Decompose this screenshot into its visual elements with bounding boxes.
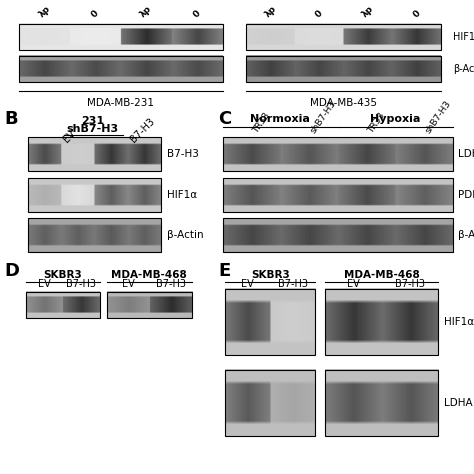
Text: MDA-MB-231: MDA-MB-231 bbox=[87, 98, 155, 108]
Bar bbox=[107, 292, 192, 318]
Bar bbox=[26, 292, 100, 318]
Text: HIF1α: HIF1α bbox=[167, 190, 197, 200]
Text: B7-H3: B7-H3 bbox=[66, 279, 96, 289]
Text: SKBR3: SKBR3 bbox=[44, 270, 82, 280]
Text: shB7-H3: shB7-H3 bbox=[309, 99, 338, 135]
Text: 0: 0 bbox=[411, 8, 422, 19]
Text: λp: λp bbox=[263, 4, 278, 19]
Bar bbox=[225, 289, 315, 355]
Text: EV: EV bbox=[122, 279, 134, 289]
Bar bbox=[325, 289, 438, 355]
Bar bbox=[28, 218, 161, 252]
Text: LDHA: LDHA bbox=[458, 149, 474, 159]
Bar bbox=[325, 370, 438, 436]
Text: shB7-H3: shB7-H3 bbox=[424, 99, 453, 135]
Text: λp: λp bbox=[360, 4, 375, 19]
Text: TR33: TR33 bbox=[366, 111, 387, 135]
Text: HIF1α: HIF1α bbox=[453, 32, 474, 42]
Text: 0: 0 bbox=[192, 8, 203, 19]
Bar bbox=[246, 24, 441, 50]
Text: 231: 231 bbox=[81, 116, 104, 126]
Text: SKBR3: SKBR3 bbox=[251, 270, 290, 280]
Text: λp: λp bbox=[139, 4, 154, 19]
Text: B7-H3: B7-H3 bbox=[128, 116, 156, 145]
Bar bbox=[246, 56, 441, 82]
Text: PDK1: PDK1 bbox=[458, 190, 474, 200]
Text: MDA-MB-468: MDA-MB-468 bbox=[344, 270, 419, 280]
Bar bbox=[223, 218, 453, 252]
Text: D: D bbox=[5, 262, 20, 280]
Text: HIF1α: HIF1α bbox=[444, 317, 474, 327]
Bar bbox=[19, 56, 223, 82]
Text: β-Actin: β-Actin bbox=[453, 64, 474, 74]
Text: Hypoxia: Hypoxia bbox=[370, 114, 420, 124]
Text: EV: EV bbox=[38, 279, 51, 289]
Text: MDA-MB-435: MDA-MB-435 bbox=[310, 98, 377, 108]
Text: 0: 0 bbox=[314, 8, 325, 19]
Text: λp: λp bbox=[37, 4, 52, 19]
Text: β-Actin: β-Actin bbox=[458, 230, 474, 240]
Text: β-Actin: β-Actin bbox=[167, 230, 203, 240]
Text: MDA-MB-468: MDA-MB-468 bbox=[111, 270, 187, 280]
Bar bbox=[223, 178, 453, 211]
Text: TR33: TR33 bbox=[252, 111, 272, 135]
Text: B: B bbox=[5, 110, 18, 128]
Text: EV: EV bbox=[62, 128, 78, 145]
Text: E: E bbox=[218, 262, 230, 280]
Text: B7-H3: B7-H3 bbox=[395, 279, 425, 289]
Text: shB7-H3: shB7-H3 bbox=[66, 124, 118, 134]
Text: LDHA: LDHA bbox=[444, 398, 473, 408]
Bar bbox=[223, 137, 453, 171]
Bar bbox=[28, 178, 161, 211]
Text: Normoxia: Normoxia bbox=[250, 114, 310, 124]
Text: C: C bbox=[218, 110, 231, 128]
Bar bbox=[225, 370, 315, 436]
Text: EV: EV bbox=[347, 279, 359, 289]
Text: B7-H3: B7-H3 bbox=[278, 279, 308, 289]
Bar bbox=[19, 24, 223, 50]
Bar bbox=[28, 137, 161, 171]
Text: EV: EV bbox=[241, 279, 254, 289]
Text: B7-H3: B7-H3 bbox=[167, 149, 199, 159]
Text: B7-H3: B7-H3 bbox=[155, 279, 186, 289]
Text: 0: 0 bbox=[90, 8, 101, 19]
